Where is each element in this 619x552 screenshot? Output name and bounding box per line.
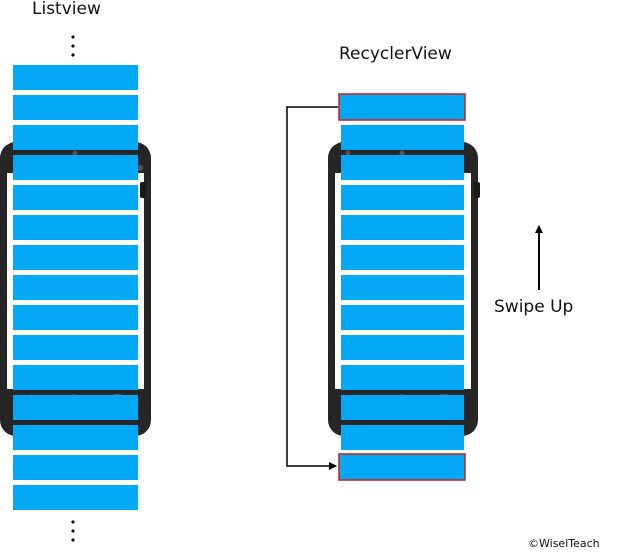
list-item (13, 245, 138, 270)
camera-dot (345, 150, 351, 156)
list-item (341, 305, 464, 330)
list-item (13, 365, 138, 390)
recycled-item-bottom (338, 453, 466, 481)
list-item (13, 335, 138, 360)
speaker-dot (399, 150, 405, 156)
speaker-dot (72, 150, 78, 156)
list-item (13, 455, 138, 480)
list-item (13, 155, 138, 180)
list-item (13, 425, 138, 450)
side-button (140, 182, 146, 198)
list-item (13, 125, 138, 150)
list-item (341, 155, 464, 180)
copyright-label: ©WiselTeach (528, 537, 600, 550)
status-icon (137, 165, 143, 171)
recycle-path-arrow-icon (286, 106, 338, 470)
list-item (13, 305, 138, 330)
list-item (341, 125, 464, 150)
swipe-up-label: Swipe Up (494, 297, 574, 317)
list-item (341, 245, 464, 270)
recycled-item-top (338, 93, 466, 121)
listview-title: Listview (32, 0, 101, 19)
recyclerview-title: RecyclerView (339, 44, 452, 64)
list-item (13, 395, 138, 420)
list-item (13, 65, 138, 90)
list-item (341, 215, 464, 240)
list-item (13, 215, 138, 240)
list-item (341, 425, 464, 450)
listview-items (13, 65, 138, 510)
list-item (341, 395, 464, 420)
list-item (341, 185, 464, 210)
listview-ellipsis-top (71, 35, 75, 57)
list-item (341, 335, 464, 360)
list-item (13, 185, 138, 210)
side-button (474, 182, 480, 198)
list-item (341, 365, 464, 390)
recyclerview-items (338, 93, 466, 481)
listview-ellipsis-bottom (71, 520, 75, 542)
list-item (13, 95, 138, 120)
list-item (13, 485, 138, 510)
list-item (13, 275, 138, 300)
list-item (341, 275, 464, 300)
